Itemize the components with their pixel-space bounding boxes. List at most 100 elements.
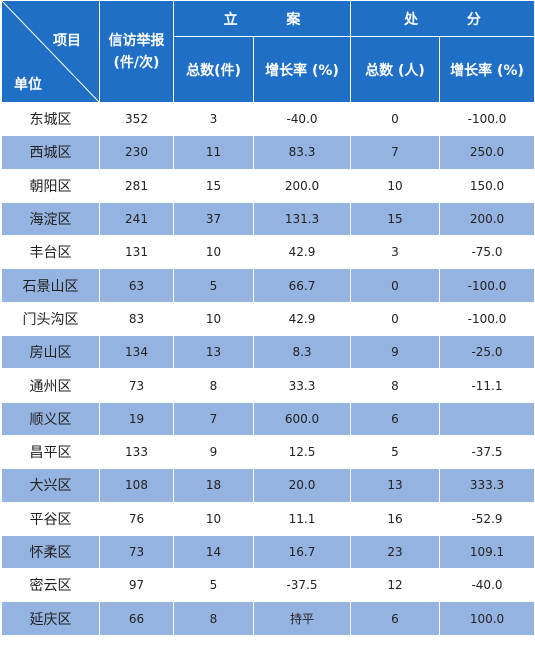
punish-growth-header: 增长率 (%) [439, 36, 535, 103]
punish-group-header: 处 分 [350, 0, 535, 37]
table-row: 昌平区 133 9 12.5 5 -37.5 [1, 434, 535, 470]
reports-cell: 281 [99, 168, 174, 203]
reports-cell: 230 [99, 135, 174, 170]
table-row: 朝阳区 281 15 200.0 10 150.0 [1, 168, 535, 203]
punished-cell: 6 [350, 601, 440, 636]
cases-cell: 15 [173, 168, 254, 203]
corner-label-unit: 单位 [14, 77, 42, 93]
punished-cell: 23 [350, 534, 440, 570]
punished-cell: 0 [350, 101, 440, 137]
punished-cell: 8 [350, 368, 440, 403]
cases-cell: 8 [173, 368, 254, 403]
punished-cell: 0 [350, 301, 440, 337]
punish-growth-cell: -11.1 [439, 368, 535, 403]
case-growth-cell: 11.1 [253, 501, 351, 536]
case-growth-cell: 16.7 [253, 534, 351, 570]
cases-cell: 37 [173, 201, 254, 237]
cases-cell: 18 [173, 468, 254, 503]
case-growth-cell: 66.7 [253, 268, 351, 303]
reports-cell: 133 [99, 434, 174, 470]
cases-cell: 5 [173, 268, 254, 303]
unit-cell: 昌平区 [1, 434, 100, 470]
punished-cell: 15 [350, 201, 440, 237]
case-growth-cell: 持平 [253, 601, 351, 636]
reports-cell: 73 [99, 368, 174, 403]
punish-growth-cell: -100.0 [439, 101, 535, 137]
diagonal-divider [2, 1, 99, 102]
punished-cell: 6 [350, 401, 440, 436]
reports-cell: 352 [99, 101, 174, 137]
punish-total-header: 总数 (人) [350, 36, 440, 103]
table-row: 房山区 134 13 8.3 9 -25.0 [1, 335, 535, 370]
punish-growth-cell: -40.0 [439, 568, 535, 603]
punished-cell: 13 [350, 468, 440, 503]
table-row: 顺义区 19 7 600.0 6 [1, 401, 535, 436]
case-growth-cell: -37.5 [253, 568, 351, 603]
unit-cell: 通州区 [1, 368, 100, 403]
reports-cell: 131 [99, 235, 174, 270]
punished-cell: 16 [350, 501, 440, 536]
punished-cell: 12 [350, 568, 440, 603]
case-growth-cell: 8.3 [253, 335, 351, 370]
reports-cell: 19 [99, 401, 174, 436]
case-growth-cell: 83.3 [253, 135, 351, 170]
punish-growth-cell: -100.0 [439, 268, 535, 303]
table-row: 怀柔区 73 14 16.7 23 109.1 [1, 534, 535, 570]
cases-cell: 10 [173, 501, 254, 536]
table-row: 平谷区 76 10 11.1 16 -52.9 [1, 501, 535, 536]
case-growth-cell: 12.5 [253, 434, 351, 470]
case-growth-cell: 42.9 [253, 301, 351, 337]
cases-cell: 13 [173, 335, 254, 370]
table-row: 大兴区 108 18 20.0 13 333.3 [1, 468, 535, 503]
reports-cell: 108 [99, 468, 174, 503]
reports-cell: 241 [99, 201, 174, 237]
case-growth-cell: 42.9 [253, 235, 351, 270]
punish-growth-cell: -75.0 [439, 235, 535, 270]
unit-cell: 延庆区 [1, 601, 100, 636]
reports-cell: 97 [99, 568, 174, 603]
cases-cell: 14 [173, 534, 254, 570]
unit-cell: 大兴区 [1, 468, 100, 503]
reports-cell: 134 [99, 335, 174, 370]
cases-cell: 8 [173, 601, 254, 636]
unit-cell: 密云区 [1, 568, 100, 603]
reports-cell: 83 [99, 301, 174, 337]
reports-cell: 73 [99, 534, 174, 570]
case-growth-header: 增长率 (%) [253, 36, 351, 103]
unit-cell: 怀柔区 [1, 534, 100, 570]
case-growth-cell: 33.3 [253, 368, 351, 403]
cases-cell: 9 [173, 434, 254, 470]
table-body: 东城区 352 3 -40.0 0 -100.0 西城区 230 11 83.3… [1, 101, 535, 636]
punished-cell: 10 [350, 168, 440, 203]
table-row: 东城区 352 3 -40.0 0 -100.0 [1, 101, 535, 137]
table-row: 海淀区 241 37 131.3 15 200.0 [1, 201, 535, 237]
punish-growth-cell: -25.0 [439, 335, 535, 370]
unit-cell: 朝阳区 [1, 168, 100, 203]
table-row: 石景山区 63 5 66.7 0 -100.0 [1, 268, 535, 303]
punished-cell: 3 [350, 235, 440, 270]
cases-cell: 5 [173, 568, 254, 603]
corner-label-item: 项目 [53, 33, 81, 49]
table-row: 密云区 97 5 -37.5 12 -40.0 [1, 568, 535, 603]
unit-cell: 石景山区 [1, 268, 100, 303]
table-row: 门头沟区 83 10 42.9 0 -100.0 [1, 301, 535, 337]
punished-cell: 7 [350, 135, 440, 170]
punish-growth-cell: -52.9 [439, 501, 535, 536]
cases-cell: 7 [173, 401, 254, 436]
case-total-header: 总数(件) [173, 36, 254, 103]
punish-growth-cell: 150.0 [439, 168, 535, 203]
unit-cell: 西城区 [1, 135, 100, 170]
reports-cell: 66 [99, 601, 174, 636]
punish-growth-cell: 250.0 [439, 135, 535, 170]
punish-growth-cell: 100.0 [439, 601, 535, 636]
reports-cell: 63 [99, 268, 174, 303]
punish-growth-cell: 200.0 [439, 201, 535, 237]
reports-header: 信访举报(件/次) [99, 0, 174, 103]
corner-header-cell: 项目 单位 [1, 0, 100, 103]
reports-cell: 76 [99, 501, 174, 536]
punish-growth-cell: 109.1 [439, 534, 535, 570]
table-header: 项目 单位 信访举报(件/次) 立 案 处 分 总数(件) 增长率 (%) 总数… [1, 0, 535, 103]
unit-cell: 东城区 [1, 101, 100, 137]
case-growth-cell: 200.0 [253, 168, 351, 203]
unit-cell: 房山区 [1, 335, 100, 370]
